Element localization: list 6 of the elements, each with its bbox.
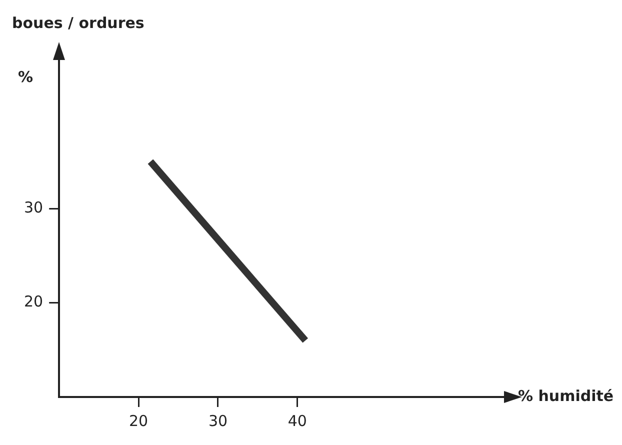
y-axis-title: %	[18, 68, 34, 86]
x-tick-label: 40	[288, 412, 307, 430]
x-tick-label: 20	[128, 412, 148, 430]
x-tick-label: 30	[208, 412, 228, 430]
x-axis-title: % humidité	[518, 387, 614, 405]
chart-title: boues / ordures	[12, 14, 144, 32]
